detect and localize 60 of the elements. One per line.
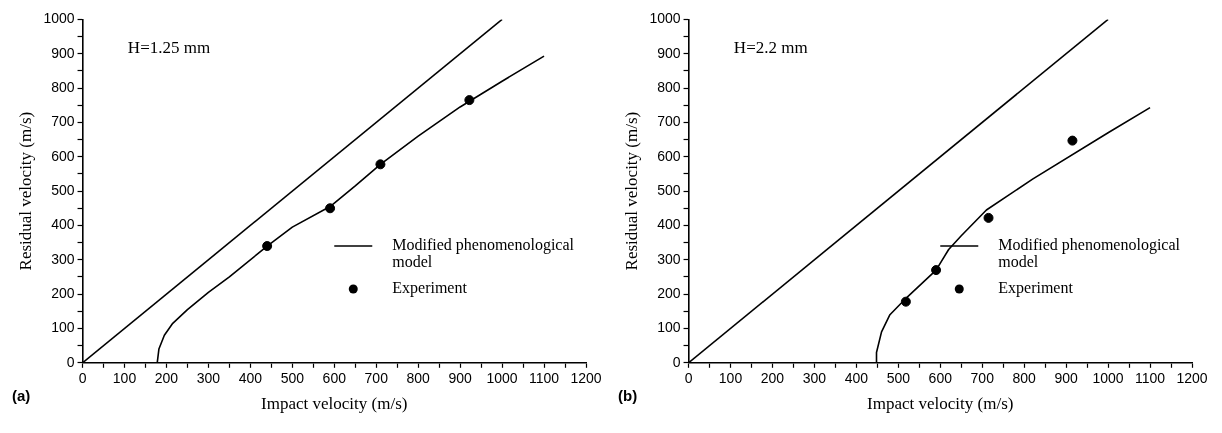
y-tick-label: 700: [51, 113, 75, 130]
x-tick-label: 200: [154, 370, 179, 387]
x-tick-label: 200: [760, 370, 785, 387]
x-tick-label: 800: [1012, 370, 1037, 387]
y-tick-label: 1000: [649, 10, 681, 27]
x-axis-title: Impact velocity (m/s): [867, 394, 1014, 414]
text: (a): [12, 386, 31, 404]
y-tick-label: 800: [657, 78, 681, 95]
text: (b): [618, 386, 638, 404]
y-tick-label: 700: [657, 113, 681, 130]
annotation: H=2.2 mm: [733, 37, 808, 57]
y-tick-label: 200: [51, 284, 75, 301]
y-tick-label: 400: [657, 216, 681, 233]
annotation: H=1.25 mm: [127, 37, 211, 57]
x-tick-label: 100: [718, 370, 743, 387]
y-tick-label: 200: [657, 284, 681, 301]
y-tick-label: 800: [51, 78, 75, 95]
x-axis-title: Impact velocity (m/s): [261, 394, 408, 414]
y-tick-label: 900: [657, 44, 681, 61]
x-tick-label: 700: [364, 370, 389, 387]
legend-label: Experiment: [392, 279, 468, 298]
x-tick-label: 600: [928, 370, 953, 387]
y-tick-label: 600: [51, 147, 75, 164]
y-tick-label: 100: [657, 319, 681, 336]
legend-label: Experiment: [998, 279, 1074, 298]
x-tick-label: 400: [238, 370, 263, 387]
y-tick-label: 900: [51, 44, 75, 61]
x-tick-label: 700: [970, 370, 995, 387]
x-tick-label: 900: [448, 370, 473, 387]
legend-label: Modified phenomenological model: [392, 236, 575, 271]
x-tick-label: 1100: [1134, 370, 1166, 387]
y-tick-label: 1000: [43, 10, 75, 27]
x-tick-label: 400: [844, 370, 869, 387]
y-tick-label: 500: [51, 181, 75, 198]
legend-label: Modified phenomenological model: [998, 236, 1181, 271]
x-tick-label: 1100: [528, 370, 560, 387]
x-tick-label: 900: [1054, 370, 1079, 387]
y-axis-title: Residual velocity (m/s): [15, 111, 35, 271]
x-tick-label: 300: [802, 370, 827, 387]
x-tick-label: 1000: [1092, 370, 1124, 387]
x-tick-label: 600: [322, 370, 347, 387]
x-tick-label: 500: [280, 370, 305, 387]
x-tick-label: 800: [406, 370, 431, 387]
x-tick-label: 0: [684, 370, 693, 387]
y-axis-title: Residual velocity (m/s): [621, 111, 641, 271]
y-tick-label: 300: [657, 250, 681, 267]
y-tick-label: 500: [657, 181, 681, 198]
y-tick-label: 600: [657, 147, 681, 164]
x-tick-label: 0: [78, 370, 87, 387]
y-tick-label: 400: [51, 216, 75, 233]
y-tick-label: 100: [51, 319, 75, 336]
x-tick-label: 1200: [570, 370, 602, 387]
y-tick-label: 0: [672, 353, 681, 370]
x-tick-label: 300: [196, 370, 221, 387]
y-tick-label: 300: [51, 250, 75, 267]
x-tick-label: 1200: [1176, 370, 1208, 387]
y-tick-label: 0: [66, 353, 75, 370]
x-tick-label: 100: [112, 370, 137, 387]
x-tick-label: 500: [886, 370, 911, 387]
x-tick-label: 1000: [486, 370, 518, 387]
